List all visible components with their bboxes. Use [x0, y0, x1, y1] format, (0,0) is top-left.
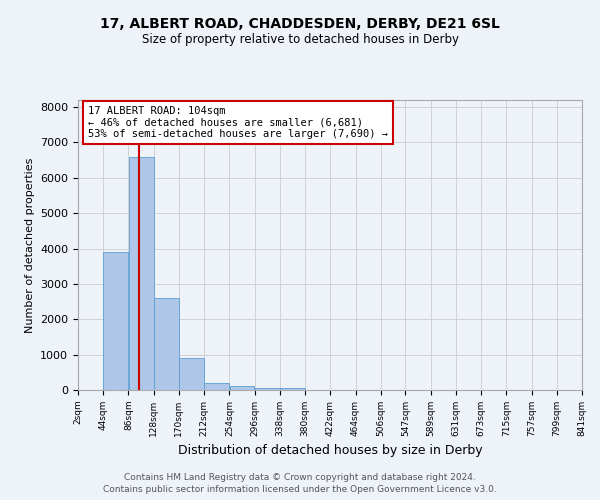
Bar: [154, 298, 179, 390]
Text: Contains HM Land Registry data © Crown copyright and database right 2024.: Contains HM Land Registry data © Crown c…: [124, 472, 476, 482]
Bar: [128, 156, 154, 390]
Bar: [255, 388, 280, 390]
Text: 17, ALBERT ROAD, CHADDESDEN, DERBY, DE21 6SL: 17, ALBERT ROAD, CHADDESDEN, DERBY, DE21…: [100, 18, 500, 32]
X-axis label: Distribution of detached houses by size in Derby: Distribution of detached houses by size …: [178, 444, 482, 458]
Y-axis label: Number of detached properties: Number of detached properties: [25, 158, 35, 332]
Text: Contains public sector information licensed under the Open Government Licence v3: Contains public sector information licen…: [103, 485, 497, 494]
Text: Size of property relative to detached houses in Derby: Size of property relative to detached ho…: [142, 32, 458, 46]
Text: 17 ALBERT ROAD: 104sqm
← 46% of detached houses are smaller (6,681)
53% of semi-: 17 ALBERT ROAD: 104sqm ← 46% of detached…: [88, 106, 388, 139]
Bar: [179, 358, 204, 390]
Bar: [205, 383, 229, 390]
Bar: [103, 252, 128, 390]
Bar: [230, 386, 254, 390]
Bar: [280, 388, 305, 390]
